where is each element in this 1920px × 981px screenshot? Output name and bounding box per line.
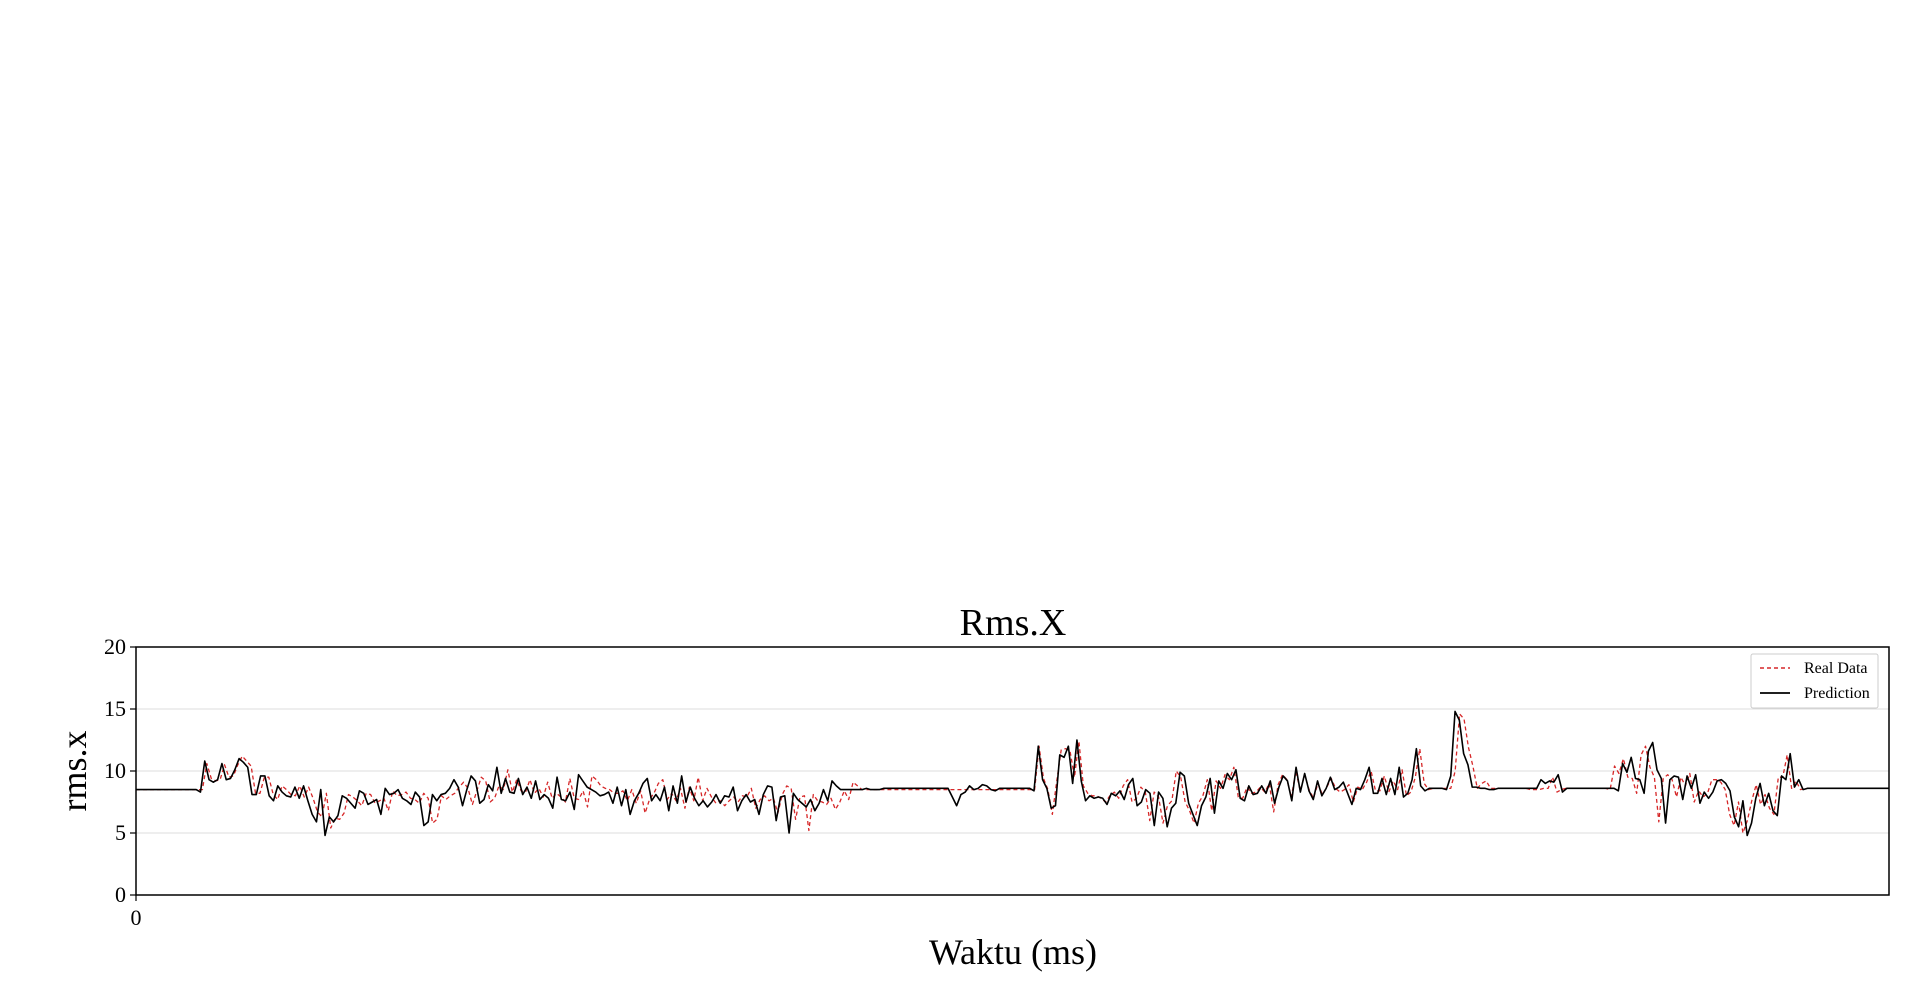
- y-tick-label: 0: [115, 882, 126, 907]
- axis-ticks: 0 5 10 15 20 0: [104, 634, 142, 930]
- y-tick-label: 5: [115, 820, 126, 845]
- y-tick-label: 20: [104, 634, 126, 659]
- series-line-prediction: [136, 710, 1889, 837]
- series-line-real-data: [136, 713, 1889, 834]
- chart-title: Rms.X: [960, 602, 1067, 644]
- y-tick-label: 15: [104, 696, 126, 721]
- legend: Real Data Prediction: [1750, 653, 1879, 709]
- series-layer: [136, 710, 1889, 837]
- x-tick-label: 0: [131, 905, 142, 930]
- x-axis-label: Waktu (ms): [929, 932, 1097, 972]
- y-axis-label: rms.x: [54, 731, 94, 812]
- y-tick-label: 10: [104, 758, 126, 783]
- legend-label-real-data: Real Data: [1804, 660, 1868, 677]
- legend-label-prediction: Prediction: [1804, 685, 1870, 702]
